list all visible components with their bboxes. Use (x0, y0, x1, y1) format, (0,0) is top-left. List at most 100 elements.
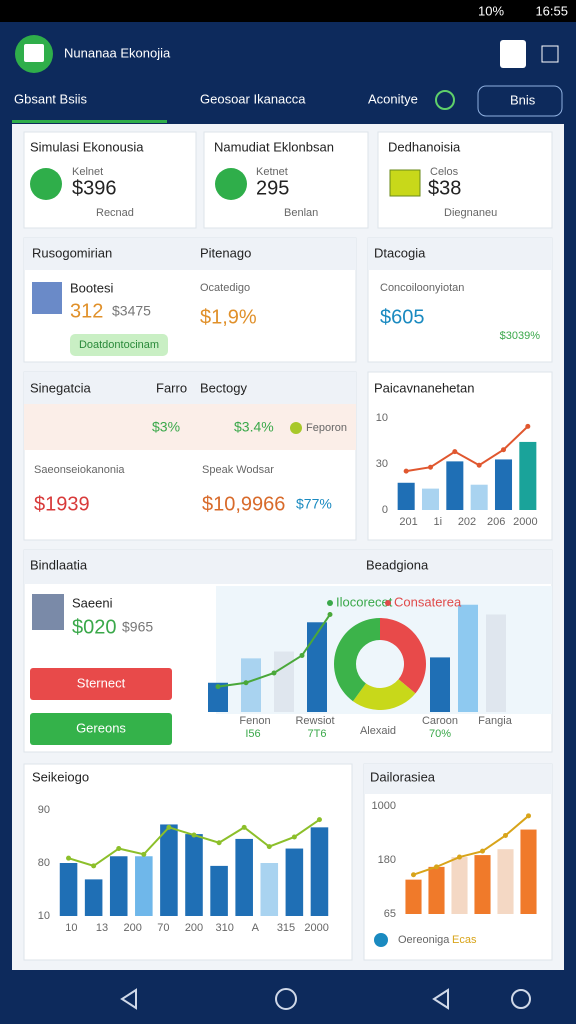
point (525, 423, 531, 429)
button-label[interactable]: Doatdontocinam (79, 339, 159, 351)
y-label: 0 (382, 504, 388, 516)
card-header (24, 550, 552, 584)
button-label[interactable]: Gereons (76, 720, 126, 735)
legend-dot (374, 933, 388, 947)
card-footer: Recnad (96, 207, 134, 219)
button[interactable] (30, 668, 172, 700)
point (526, 813, 531, 819)
card-title: Simulasi Ekonousia (30, 139, 144, 154)
legend-dot (385, 600, 391, 606)
x-label: 13 (96, 922, 108, 934)
value-label: 7T6 (308, 728, 327, 740)
card-label: Celos (430, 166, 459, 178)
value-label: I56 (245, 728, 260, 740)
menu-icon[interactable] (541, 45, 559, 63)
legend: Oereoniga (398, 934, 450, 946)
name: Saeeni (72, 595, 113, 610)
card-label: Ketnet (256, 166, 288, 178)
chart: 1000 180 65 (372, 800, 537, 920)
bar (84, 879, 103, 916)
legend: Feporon (306, 422, 347, 434)
avatar (32, 594, 64, 630)
chart: 10 30 0 201 1i 202 206 2000 (376, 412, 538, 528)
clock: 16:55 (535, 3, 568, 18)
doc-icon[interactable] (500, 40, 526, 68)
point (191, 832, 197, 838)
x-label: 10 (65, 922, 77, 934)
x-label: Fenon (239, 715, 270, 727)
tab[interactable]: Geosoar Ikanacca (200, 91, 306, 106)
bar (519, 441, 537, 510)
tab[interactable]: Gbsant Bsiis (14, 91, 87, 106)
button[interactable] (70, 334, 168, 356)
nav-home[interactable] (275, 988, 297, 1010)
point (215, 684, 221, 690)
button-label[interactable]: Sternect (77, 675, 126, 690)
label: Ocatedigo (200, 282, 250, 294)
nav-add[interactable] (511, 989, 531, 1009)
point (480, 848, 485, 854)
legend-dot (327, 600, 333, 606)
card-value: 295 (256, 177, 289, 199)
tab[interactable]: Farro (156, 380, 187, 395)
bar (285, 848, 304, 916)
bar (310, 827, 329, 916)
point (241, 824, 247, 830)
rate: $3.4% (234, 419, 274, 435)
point (141, 851, 147, 857)
value-label: 70% (429, 728, 451, 740)
x-label: Alexaid (360, 725, 396, 737)
value: $1939 (34, 493, 90, 515)
panel-title: Sinegatcia (30, 380, 91, 395)
panel-title: Paicavnanehetan (374, 380, 474, 395)
icon (30, 168, 62, 200)
icon (215, 168, 247, 200)
card-footer: Diegnaneu (444, 207, 497, 219)
legend-dot (290, 422, 302, 434)
point (452, 449, 458, 455)
nav-recent[interactable] (432, 988, 449, 1010)
tab-underline (12, 120, 167, 123)
point (434, 864, 439, 870)
x-label: 70 (157, 922, 169, 934)
tab[interactable]: Aconitye (368, 91, 418, 106)
battery: 10% (478, 3, 504, 18)
panel-title: Bindlaatia (30, 557, 88, 572)
line (413, 815, 530, 876)
app-title: Nunanaa Ekonojia (64, 45, 171, 60)
point (316, 817, 322, 823)
change: $77% (296, 496, 332, 512)
card-value: $38 (428, 177, 461, 199)
name: Bootesi (70, 280, 113, 295)
card-footer: Benlan (284, 207, 318, 219)
check-icon (435, 90, 455, 110)
x-label: 206 (487, 516, 505, 528)
bar (210, 865, 228, 916)
y-label: 30 (376, 458, 388, 470)
chart: 90 80 10 10 13 200 70 200 310 A 315 2000 (38, 804, 329, 934)
nav-back[interactable] (120, 988, 137, 1010)
x-label: Fangia (478, 715, 513, 727)
point (403, 468, 409, 474)
point (166, 824, 172, 830)
x-label: Caroon (422, 715, 458, 727)
bar (497, 849, 514, 914)
panel-title: Pitenago (200, 245, 251, 260)
point (327, 611, 333, 617)
tab[interactable]: Bnis (510, 92, 536, 107)
label: Speak Wodsar (202, 464, 274, 476)
tab-button[interactable] (477, 85, 563, 117)
card-header (24, 372, 356, 404)
bar (274, 651, 294, 712)
bar (241, 658, 261, 712)
legend: Ilocorecet (336, 594, 393, 609)
point (476, 462, 482, 468)
y-label: 10 (376, 412, 388, 424)
x-label: 201 (399, 516, 417, 528)
panel-title: Dtacogia (374, 245, 426, 260)
point (503, 832, 508, 838)
bar (486, 614, 506, 712)
panel-title: Seikeiogo (32, 769, 89, 784)
button[interactable] (30, 713, 172, 745)
